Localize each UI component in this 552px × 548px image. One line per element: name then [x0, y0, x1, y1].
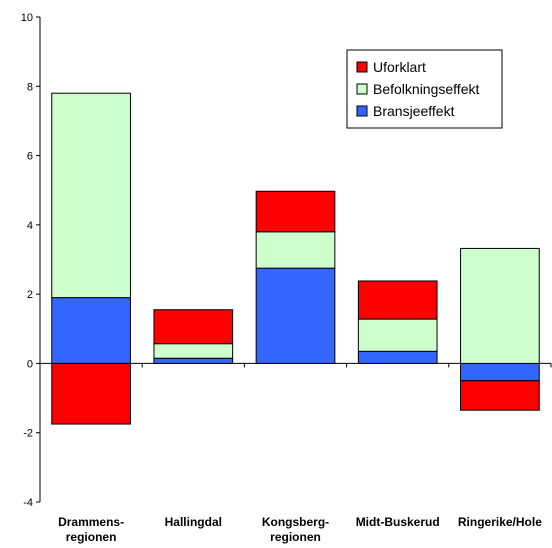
- bar-segment-bransjeeffekt: [460, 362, 540, 382]
- category-label: regionen: [270, 530, 321, 544]
- bar-segment-uforklart: [460, 380, 540, 411]
- bar-segment-befolkningseffekt: [153, 343, 234, 359]
- legend-box: [346, 49, 503, 129]
- y-tick-label: 2: [27, 289, 33, 301]
- y-tick-label: 8: [27, 81, 33, 93]
- legend-swatch: [356, 61, 368, 73]
- legend-label: Befolkningseffekt: [373, 81, 479, 97]
- bar-segment-uforklart: [153, 309, 234, 345]
- y-tick-label: 4: [27, 220, 33, 232]
- category-label: Hallingdal: [165, 515, 222, 529]
- bars: [51, 92, 540, 425]
- legend: Uforklart Befolkningseffekt Bransjeeffekt: [346, 49, 503, 129]
- y-tick-label: 6: [27, 151, 33, 163]
- y-tick-label: -2: [23, 428, 33, 440]
- bar-segment-bransjeeffekt: [153, 357, 234, 364]
- legend-label: Bransjeeffekt: [373, 103, 455, 119]
- category-labels: Drammens-regionen Hallingdal Kongsberg-reg…: [58, 515, 542, 544]
- bar-segment-bransjeeffekt: [255, 267, 336, 364]
- category-label: Kongsberg-: [262, 515, 329, 529]
- bar-segment-befolkningseffekt: [51, 92, 131, 299]
- bar-segment-bransjeeffekt: [51, 297, 131, 364]
- bar-segment-befolkningseffekt: [357, 318, 438, 352]
- legend-swatch: [356, 105, 368, 117]
- bar-segment-befolkningseffekt: [460, 247, 540, 364]
- bar-segment-bransjeeffekt: [357, 350, 438, 364]
- legend-swatch: [356, 83, 368, 95]
- bar-segment-befolkningseffekt: [255, 231, 336, 269]
- category-label: Ringerike/Hole: [458, 515, 542, 529]
- y-tick-label: 0: [27, 358, 33, 370]
- category-label: Midt-Buskerud: [356, 515, 440, 529]
- bar-segment-uforklart: [357, 280, 438, 320]
- y-tick-label: -4: [23, 497, 33, 509]
- legend-label: Uforklart: [373, 59, 426, 75]
- category-label: Drammens-: [58, 515, 124, 529]
- bar-segment-uforklart: [51, 362, 131, 425]
- bar-segment-uforklart: [255, 190, 336, 233]
- y-tick-label: 10: [21, 12, 33, 24]
- category-label: regionen: [66, 530, 117, 544]
